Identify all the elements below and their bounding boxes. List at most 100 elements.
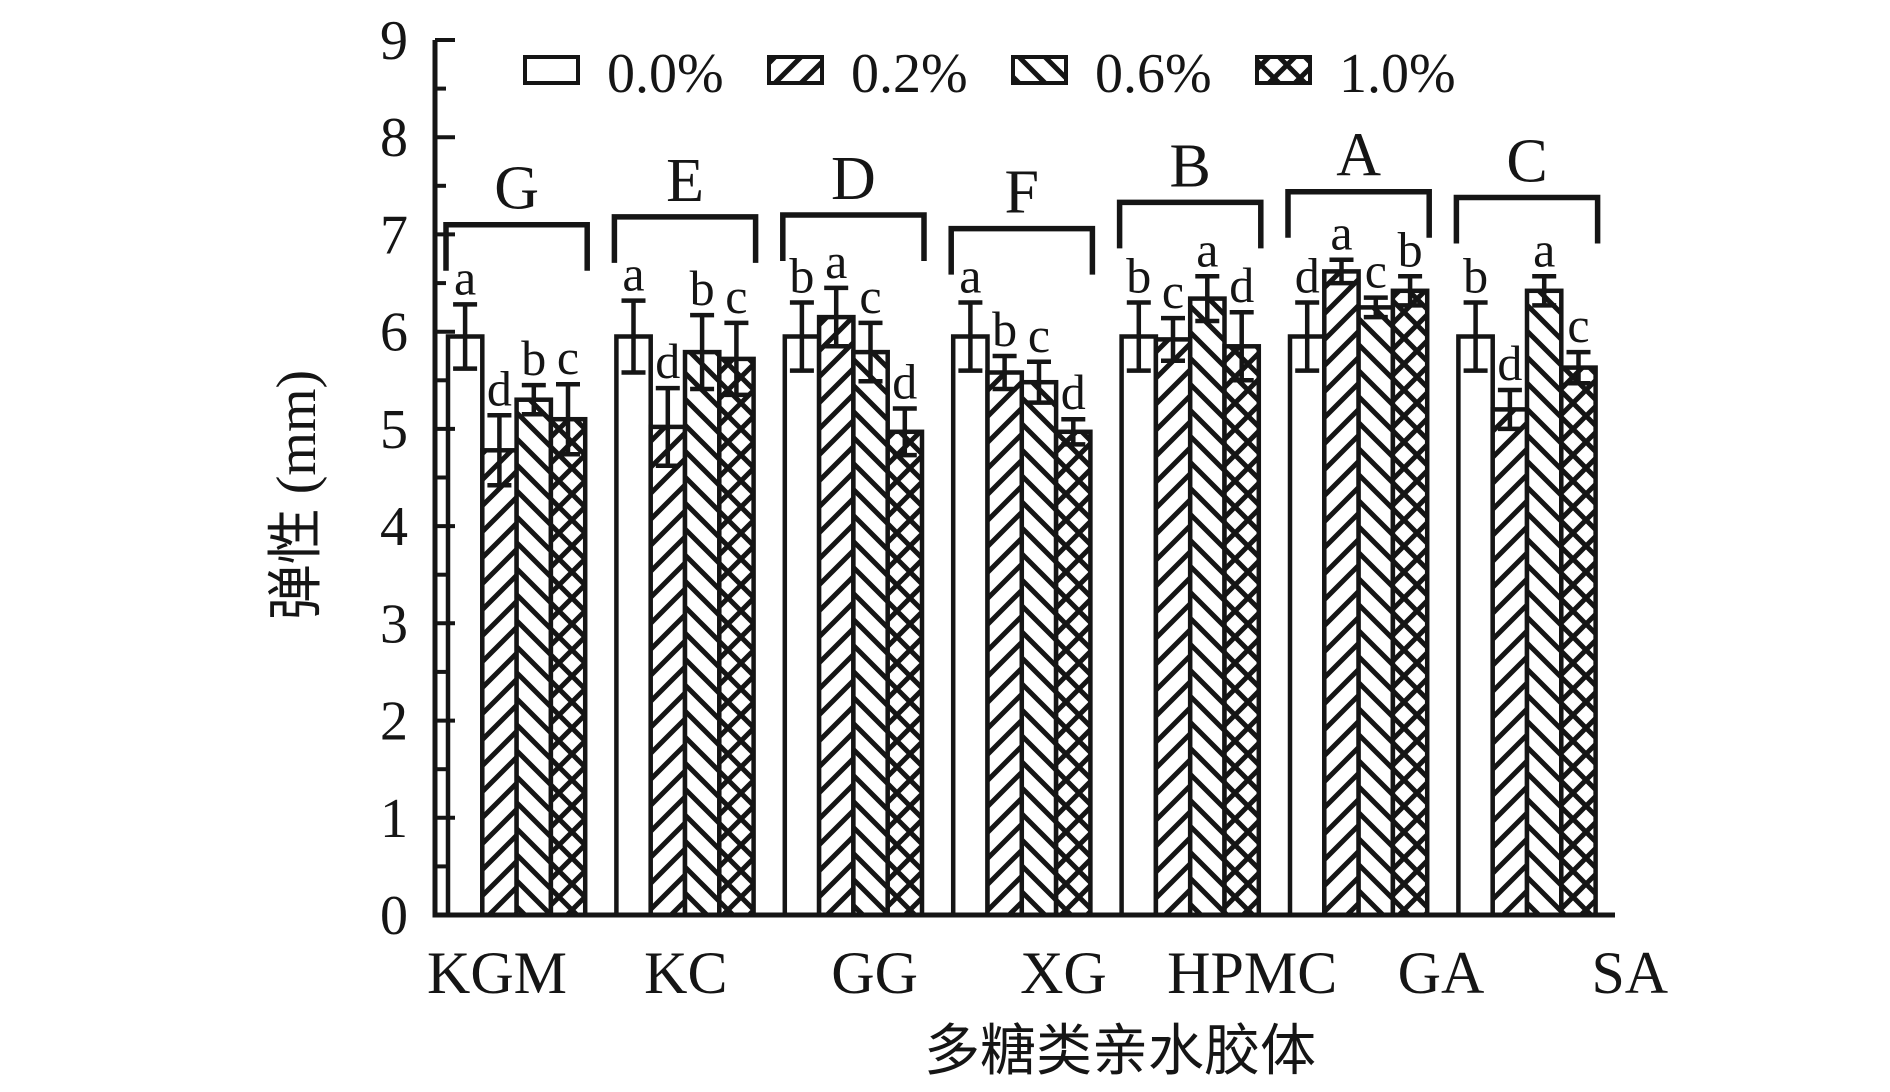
legend-label: 0.2%: [851, 43, 968, 105]
error-bar: [1295, 300, 1320, 373]
y-tick-label: 0: [380, 885, 408, 947]
bar-KGM-0.6%: [514, 397, 554, 918]
sig-letter: d: [892, 354, 917, 410]
sig-letter: a: [1330, 205, 1352, 261]
bar-HPMC-1.0%: [1222, 344, 1262, 918]
error-bar: [1061, 416, 1086, 447]
legend-label: 1.0%: [1339, 43, 1456, 105]
group-letter: C: [1506, 128, 1547, 196]
x-tick-label: HPMC: [1167, 940, 1337, 1006]
error-bar: [858, 320, 883, 384]
y-tick-label: 7: [380, 204, 408, 266]
y-tick-label: 2: [380, 691, 408, 753]
group-letter: F: [1005, 159, 1039, 227]
bar-KC-1.0%: [717, 356, 756, 918]
y-tick-label: 5: [380, 399, 408, 461]
y-tick-label: 9: [380, 10, 408, 72]
sig-letter: c: [1365, 243, 1387, 299]
bar-HPMC-0.2%: [1153, 337, 1193, 918]
bar-SA-0.6%: [1524, 288, 1564, 918]
x-tick-label: GG: [831, 940, 918, 1006]
bar-KGM-1.0%: [548, 416, 588, 918]
x-tick-label: KC: [644, 940, 727, 1006]
error-bar: [1566, 349, 1591, 386]
error-bar: [1195, 274, 1220, 324]
sig-letter: c: [859, 268, 881, 324]
error-bar: [1126, 300, 1151, 373]
x-tick-label: KGM: [427, 940, 567, 1006]
group-bracket: [1116, 199, 1264, 249]
bar-GA-1.0%: [1390, 288, 1430, 918]
group-bracket: [780, 212, 927, 261]
x-axis-title: 多糖类亲水胶体: [924, 1021, 1316, 1083]
sig-letter: b: [690, 260, 715, 316]
sig-letter: a: [1533, 221, 1555, 277]
error-bar: [789, 300, 814, 373]
sig-letter: b: [1463, 248, 1488, 304]
bar-KC-0.2%: [648, 424, 688, 918]
error-bar: [958, 300, 983, 373]
y-tick-label: 4: [380, 496, 408, 558]
bar-XG-1.0%: [1053, 429, 1093, 918]
error-bar: [892, 406, 917, 458]
error-bar: [724, 320, 749, 398]
bar-GG-1.0%: [885, 429, 925, 918]
group-letter: B: [1170, 132, 1211, 200]
sig-letter: b: [521, 330, 546, 386]
group-bracket: [1285, 188, 1432, 238]
error-bar: [1161, 315, 1185, 364]
sig-letter: b: [1398, 221, 1423, 277]
error-bar: [1329, 257, 1354, 286]
sig-letter: d: [1061, 364, 1086, 420]
group-bracket: [948, 225, 1096, 275]
error-bar: [1463, 300, 1488, 373]
group-bracket: [1453, 194, 1601, 244]
group-bracket: [443, 221, 590, 271]
sig-letter: d: [1229, 257, 1254, 313]
error-bar: [690, 312, 715, 392]
group-letter: E: [666, 147, 704, 215]
legend-swatch-0.2%: [767, 55, 824, 85]
bar-KGM-0.0%: [445, 334, 485, 918]
bar-GG-0.2%: [816, 314, 856, 918]
error-bar: [992, 353, 1017, 392]
sig-letter: d: [1295, 248, 1320, 304]
error-bar: [1229, 309, 1254, 383]
y-tick-label: 8: [380, 107, 408, 169]
bar-SA-1.0%: [1559, 365, 1598, 918]
error-bar: [621, 298, 646, 375]
sig-letter: a: [622, 246, 644, 302]
error-bar: [1497, 387, 1522, 432]
sig-letter: c: [557, 329, 579, 385]
group-letter: A: [1336, 122, 1381, 190]
x-tick-label: XG: [1020, 940, 1107, 1006]
bar-GG-0.0%: [782, 334, 822, 918]
y-tick-label: 3: [380, 593, 408, 655]
sig-letter: a: [1196, 221, 1218, 277]
sig-letter: c: [1567, 297, 1589, 353]
sig-letter: c: [725, 268, 747, 324]
sig-letter: a: [454, 249, 476, 305]
sig-letter: b: [789, 248, 814, 304]
sig-letter: a: [959, 248, 981, 304]
bar-XG-0.6%: [1019, 379, 1059, 918]
error-bar: [521, 382, 546, 417]
legend-swatch-1.0%: [1255, 55, 1312, 85]
bar-GA-0.0%: [1287, 334, 1327, 918]
bar-XG-0.2%: [985, 370, 1025, 918]
sig-letter: d: [1497, 335, 1522, 391]
sig-letter: d: [487, 360, 512, 416]
bar-HPMC-0.0%: [1119, 334, 1159, 918]
bar-KC-0.0%: [614, 334, 653, 918]
bar-KGM-0.2%: [480, 448, 519, 918]
y-tick-label: 1: [380, 788, 408, 850]
bar-KC-0.6%: [682, 349, 722, 918]
bar-SA-0.2%: [1490, 407, 1530, 918]
bar-XG-0.0%: [950, 334, 990, 918]
bar-SA-0.0%: [1456, 334, 1495, 918]
group-letter: G: [494, 155, 539, 223]
x-tick-label: GA: [1398, 940, 1485, 1006]
sig-letter: a: [825, 233, 847, 289]
legend-label: 0.6%: [1095, 43, 1212, 105]
